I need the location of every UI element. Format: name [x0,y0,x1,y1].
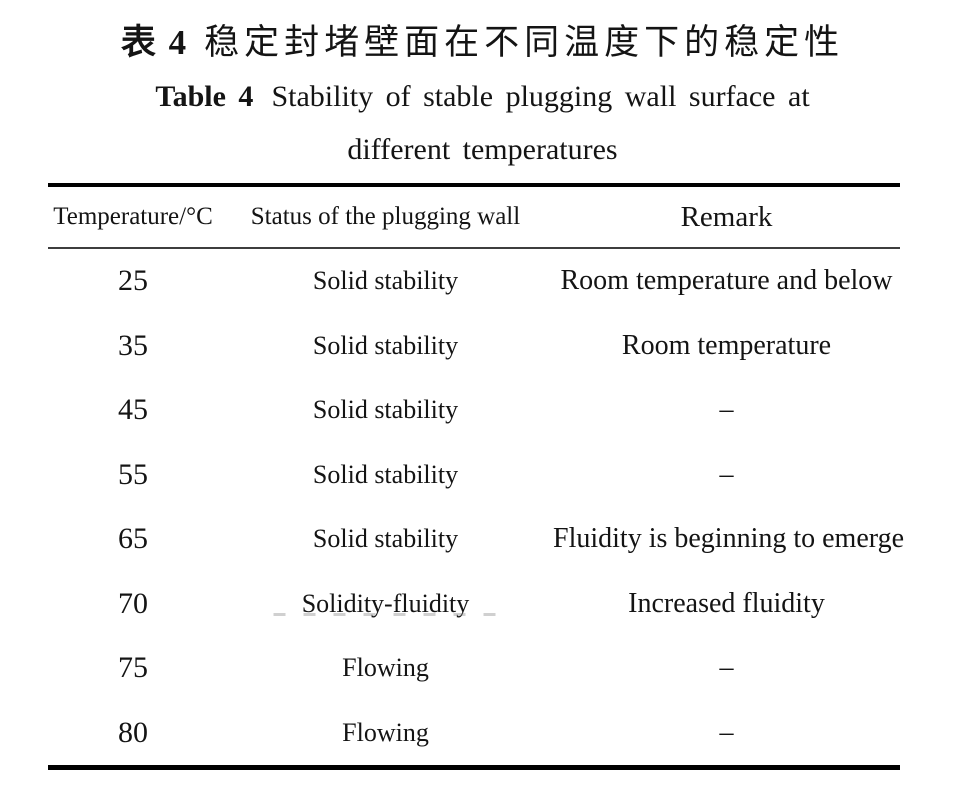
status-cell: Flowing [342,653,429,683]
table-row: 70 Solidity-fluidity Increased fluidity [48,572,900,637]
status-cell: Solid stability [312,524,459,554]
table-bottom-rule [48,765,900,770]
table-caption-en-line1: Table 4 Stability of stable plugging wall… [0,76,965,118]
temperature-cell: 25 [118,264,148,298]
temperature-cell: 65 [118,522,148,556]
table-caption-en-line2: different temperatures [347,133,618,166]
remark-cell: – [719,394,734,426]
status-cell: Solid stability [312,266,459,296]
remark-cell: Room temperature and below [560,265,893,297]
caption-en-text: Stability of stable plugging wall surfac… [271,80,810,113]
table-body: 25 Solid stability Room temperature and … [48,249,905,766]
table-top-rule [48,183,900,187]
temperature-cell: 45 [118,393,148,427]
temperature-cell: 70 [118,586,148,620]
status-cell: Solidity-fluidity [218,589,553,619]
table-row: 45 Solid stability – [48,378,900,443]
table-header-row: Temperature/°C Status of the plugging wa… [48,187,900,247]
table-row: 75 Flowing – [48,636,900,701]
column-header-temperature: Temperature/°C [53,203,213,230]
remark-cell: Fluidity is beginning to emerge [553,523,905,555]
column-header-remark: Remark [680,200,773,233]
table-row: 80 Flowing – [48,701,900,766]
remark-cell: – [719,458,734,490]
temperature-cell: 55 [118,457,148,491]
temperature-cell: 80 [118,715,148,749]
table-header-rule [48,247,900,249]
remark-cell: Room temperature [621,329,832,361]
data-table: Temperature/°C Status of the plugging wa… [48,183,905,770]
status-cell: Solid stability [312,330,459,360]
table-row: 55 Solid stability – [48,443,900,508]
status-cell: Solid stability [312,395,459,425]
temperature-cell: 75 [118,651,148,685]
status-cell: Solid stability [312,459,459,489]
temperature-cell: 35 [118,328,148,362]
table-row: 35 Solid stability Room temperature [48,314,900,379]
remark-cell: Increased fluidity [628,587,825,619]
table-caption-zh: 表 4 稳定封堵壁面在不同温度下的稳定性 [0,22,965,64]
table-row: 65 Solid stability Fluidity is beginning… [48,507,905,572]
table-row: 25 Solid stability Room temperature and … [48,249,900,314]
remark-cell: – [719,716,734,748]
caption-zh-label: 表 4 [120,23,189,62]
status-cell: Flowing [342,717,429,747]
remark-cell: – [719,652,734,684]
column-header-status: Status of the plugging wall [250,203,521,230]
caption-en-label: Table 4 [155,80,254,113]
caption-zh-text: 稳定封堵壁面在不同温度下的稳定性 [204,23,845,62]
